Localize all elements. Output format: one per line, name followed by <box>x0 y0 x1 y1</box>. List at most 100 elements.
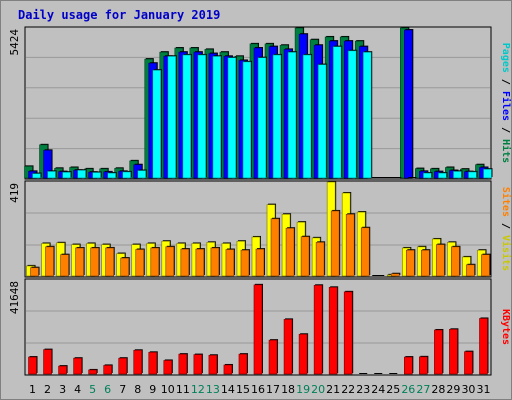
bar-pages-day-11 <box>182 54 192 179</box>
x-tick-label: 21 <box>326 383 340 396</box>
bar-sites-day-1 <box>30 267 39 277</box>
bar-sites-day-8 <box>135 249 145 277</box>
panel-sites-visits: 419 Sites / Visits <box>8 180 512 278</box>
bar-sites-day-22 <box>345 214 355 277</box>
bar-kbytes-day-19 <box>298 333 308 375</box>
bar-sites-day-30 <box>466 264 475 277</box>
bar-pages-day-2 <box>47 171 56 179</box>
bar-kbytes-day-8 <box>133 350 143 375</box>
bar-kbytes-day-2 <box>43 349 52 375</box>
bar-pages-day-27 <box>423 172 432 179</box>
bar-sites-day-20 <box>315 242 325 277</box>
bar-kbytes-day-6 <box>103 365 112 375</box>
x-tick-label: 6 <box>104 383 111 396</box>
bar-sites-day-5 <box>90 247 99 277</box>
bar-sites-day-16 <box>255 248 265 277</box>
bar-sites-day-31 <box>481 254 490 277</box>
legend-sites-visits: Sites / Visits <box>500 187 512 271</box>
bar-pages-day-1 <box>32 173 41 179</box>
bar-pages-day-26 <box>408 177 417 178</box>
legend-item-hits: Hits <box>500 139 512 163</box>
x-tick-label: 28 <box>431 383 445 396</box>
x-tick-label: 17 <box>266 383 280 396</box>
bar-pages-day-5 <box>92 172 101 179</box>
x-tick-label: 9 <box>149 383 156 396</box>
chart-title: Daily usage for January 2019 <box>18 8 220 22</box>
bar-pages-day-7 <box>122 171 132 179</box>
legend-text-sites-visits: Sites / Visits <box>500 187 512 271</box>
bar-pages-day-16 <box>257 57 267 179</box>
bar-kbytes-day-24 <box>374 373 383 374</box>
bar-sites-day-29 <box>451 246 460 277</box>
legend-separator: / <box>500 73 511 91</box>
chart-panels: 5424 Pages / Files / Hits 419 Sites / Visit… <box>8 26 512 376</box>
bar-sites-day-14 <box>225 249 235 277</box>
bar-sites-day-17 <box>270 218 280 277</box>
x-tick-label: 20 <box>311 383 325 396</box>
bar-pages-day-10 <box>167 56 177 179</box>
bar-sites-day-28 <box>436 244 445 277</box>
bar-kbytes-day-28 <box>434 329 443 375</box>
bar-pages-day-17 <box>272 54 282 179</box>
x-tick-label: 24 <box>371 383 385 396</box>
x-tick-label: 16 <box>251 383 265 396</box>
x-tick-label: 5 <box>89 383 96 396</box>
bar-sites-day-2 <box>45 246 54 277</box>
bar-pages-day-13 <box>212 56 222 179</box>
x-tick-label: 26 <box>401 383 415 396</box>
bar-sites-day-27 <box>421 249 430 277</box>
bar-pages-day-12 <box>197 54 207 179</box>
legend-item-pages: Pages <box>500 43 511 73</box>
bar-kbytes-day-5 <box>88 369 97 375</box>
x-tick-label: 10 <box>161 383 175 396</box>
bar-kbytes-day-16 <box>253 284 263 375</box>
legend-item-visits: Visits <box>500 235 512 271</box>
bar-pages-day-23 <box>362 51 372 179</box>
bar-sites-day-25 <box>390 273 400 277</box>
series-pages <box>32 45 493 179</box>
bar-sites-day-26 <box>406 249 415 277</box>
bar-pages-day-15 <box>242 61 252 179</box>
bar-pages-day-24 <box>378 177 387 178</box>
bar-pages-day-18 <box>287 51 297 179</box>
legend-separator: / <box>500 217 511 235</box>
bar-kbytes-day-22 <box>343 291 353 375</box>
legend-separator: / <box>500 121 511 139</box>
bar-kbytes-day-12 <box>193 354 203 375</box>
bar-kbytes-day-29 <box>449 329 458 375</box>
bar-sites-day-13 <box>210 247 220 277</box>
bar-kbytes-day-25 <box>389 373 398 374</box>
bar-sites-day-4 <box>75 247 84 277</box>
bar-kbytes-day-10 <box>163 360 173 375</box>
bar-pages-day-30 <box>468 171 477 179</box>
legend-item-kbytes: KBytes <box>500 309 511 345</box>
bar-pages-day-20 <box>317 64 327 179</box>
y-max-label-kbytes: 41648 <box>8 281 21 314</box>
x-tick-label: 30 <box>461 383 475 396</box>
x-tick-label: 18 <box>281 383 295 396</box>
legend-item-files: Files <box>500 91 512 121</box>
x-tick-label: 31 <box>476 383 490 396</box>
bar-kbytes-day-4 <box>73 357 82 375</box>
bar-kbytes-day-20 <box>313 284 323 375</box>
bar-kbytes-day-27 <box>419 356 428 375</box>
legend-item-sites: Sites <box>500 187 512 217</box>
bar-pages-day-21 <box>332 46 342 179</box>
bar-sites-day-23 <box>360 227 370 277</box>
y-max-label-hits-files-pages: 5424 <box>8 29 21 56</box>
legend-kbytes: KBytes <box>500 309 511 345</box>
bar-kbytes-day-21 <box>328 287 338 375</box>
bar-kbytes-day-9 <box>148 352 158 375</box>
bar-sites-day-11 <box>180 248 190 277</box>
bar-kbytes-day-31 <box>479 318 488 375</box>
bar-kbytes-day-3 <box>58 365 67 375</box>
bar-sites-day-6 <box>105 247 114 277</box>
bar-pages-day-14 <box>227 57 237 179</box>
bar-pages-day-19 <box>302 54 312 179</box>
x-tick-label: 19 <box>296 383 310 396</box>
bar-sites-day-12 <box>195 248 205 277</box>
bar-kbytes-day-23 <box>359 373 368 374</box>
bar-sites-day-18 <box>285 227 295 277</box>
bar-sites-day-9 <box>150 247 160 277</box>
bar-sites-day-24 <box>376 275 385 276</box>
